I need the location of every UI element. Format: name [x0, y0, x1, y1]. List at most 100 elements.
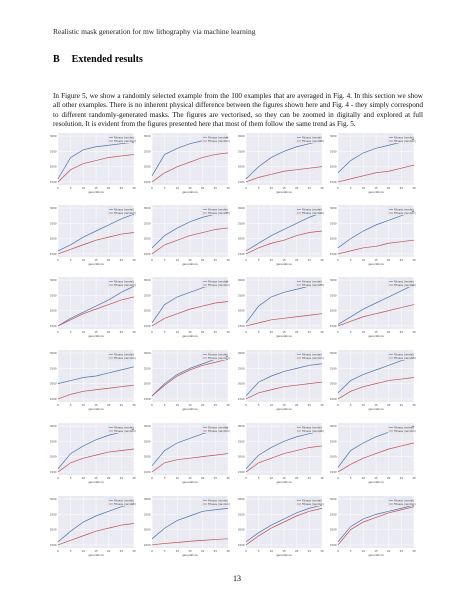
legend-box: [107, 278, 133, 288]
y-tick-label: 2500: [50, 439, 57, 443]
x-tick-label: 30: [320, 186, 324, 190]
x-tick-label: 0: [245, 258, 247, 262]
y-tick-label: 3000: [238, 424, 245, 428]
legend-label: Fitness (random): [302, 429, 324, 433]
y-tick-label: 1500: [238, 543, 245, 547]
y-tick-label: 3000: [238, 351, 245, 355]
series-line: [245, 381, 323, 400]
y-tick-label: 2500: [50, 293, 57, 297]
y-tick-label: 2500: [330, 149, 337, 153]
x-tick-label: 5: [164, 549, 166, 553]
x-tick-label: 20: [201, 330, 205, 334]
y-tick-label: 1500: [50, 252, 57, 256]
x-tick-label: 15: [374, 186, 378, 190]
y-tick-label: 2500: [330, 366, 337, 370]
y-tick-label: 2500: [144, 439, 151, 443]
x-tick-label: 15: [374, 330, 378, 334]
x-tick-label: 10: [362, 549, 366, 553]
y-tick-label: 3000: [50, 278, 57, 282]
legend-label: Fitness (model): [114, 208, 134, 212]
x-axis-label: generations: [368, 480, 384, 484]
x-tick-label: 10: [362, 476, 366, 480]
x-tick-label: 25: [120, 330, 124, 334]
page-number: 13: [233, 574, 241, 583]
x-axis-label: generations: [182, 190, 198, 194]
x-tick-label: 30: [226, 476, 230, 480]
series-line: [57, 448, 135, 473]
x-tick-label: 10: [176, 549, 180, 553]
series-line: [57, 232, 135, 255]
y-tick-label: 1500: [144, 252, 151, 256]
x-tick-label: 20: [201, 186, 205, 190]
y-tick-label: 2000: [330, 382, 337, 386]
x-tick-label: 20: [107, 476, 111, 480]
series-line: [151, 453, 229, 473]
y-tick-label: 2000: [238, 237, 245, 241]
x-tick-label: 25: [214, 258, 218, 262]
series-line: [337, 304, 415, 327]
x-tick-label: 15: [282, 476, 286, 480]
y-tick-label: 3000: [50, 351, 57, 355]
series-line: [337, 239, 415, 255]
x-tick-label: 0: [337, 330, 339, 334]
x-tick-label: 30: [132, 403, 136, 407]
legend-label: Fitness (random): [208, 139, 230, 143]
paragraph: In Figure 5, we show a randomly selected…: [53, 92, 423, 128]
x-axis-label: generations: [88, 190, 104, 194]
x-tick-label: 30: [132, 330, 136, 334]
x-tick-label: 15: [282, 186, 286, 190]
y-tick-label: 3000: [330, 206, 337, 210]
x-tick-label: 0: [245, 549, 247, 553]
legend-label: Fitness (random): [302, 211, 324, 215]
series-line: [57, 285, 135, 327]
x-tick-label: 20: [295, 258, 299, 262]
legend-label: Fitness (model): [302, 280, 322, 284]
x-tick-label: 30: [320, 258, 324, 262]
legend-label: Fitness (random): [302, 139, 324, 143]
x-tick-label: 30: [226, 403, 230, 407]
x-tick-label: 0: [57, 258, 59, 262]
legend-box: [387, 351, 413, 361]
x-tick-label: 25: [400, 258, 404, 262]
legend-box: [295, 351, 321, 361]
x-tick-label: 15: [282, 403, 286, 407]
y-tick-label: 2000: [330, 237, 337, 241]
x-tick-label: 30: [412, 330, 416, 334]
legend-box: [107, 134, 133, 144]
y-tick-label: 2500: [238, 439, 245, 443]
x-axis-label: generations: [368, 334, 384, 338]
y-tick-label: 2000: [330, 455, 337, 459]
legend-label: Fitness (random): [208, 429, 230, 433]
y-tick-label: 3000: [144, 134, 151, 138]
x-tick-label: 25: [400, 549, 404, 553]
legend-box: [295, 278, 321, 288]
legend-label: Fitness (model): [302, 208, 322, 212]
x-axis-label: generations: [276, 262, 292, 266]
x-tick-label: 15: [94, 403, 98, 407]
x-tick-label: 20: [295, 186, 299, 190]
series-line: [57, 366, 135, 384]
x-tick-label: 0: [151, 476, 153, 480]
x-tick-label: 0: [57, 186, 59, 190]
legend-box: [201, 351, 227, 361]
x-tick-label: 30: [226, 330, 230, 334]
x-tick-label: 5: [164, 258, 166, 262]
series-line: [57, 154, 135, 183]
y-tick-label: 3000: [144, 206, 151, 210]
x-tick-label: 15: [94, 186, 98, 190]
x-tick-label: 30: [132, 186, 136, 190]
x-tick-label: 5: [350, 186, 352, 190]
legend-box: [201, 278, 227, 288]
x-tick-label: 25: [308, 330, 312, 334]
y-tick-label: 3000: [330, 278, 337, 282]
legend-box: [387, 278, 413, 288]
x-tick-label: 25: [120, 403, 124, 407]
legend-label: Fitness (model): [114, 426, 134, 430]
x-axis-label: generations: [182, 407, 198, 411]
legend-label: Fitness (random): [394, 502, 416, 506]
series-line: [337, 377, 415, 400]
series-line: [151, 358, 229, 397]
x-tick-label: 10: [176, 186, 180, 190]
